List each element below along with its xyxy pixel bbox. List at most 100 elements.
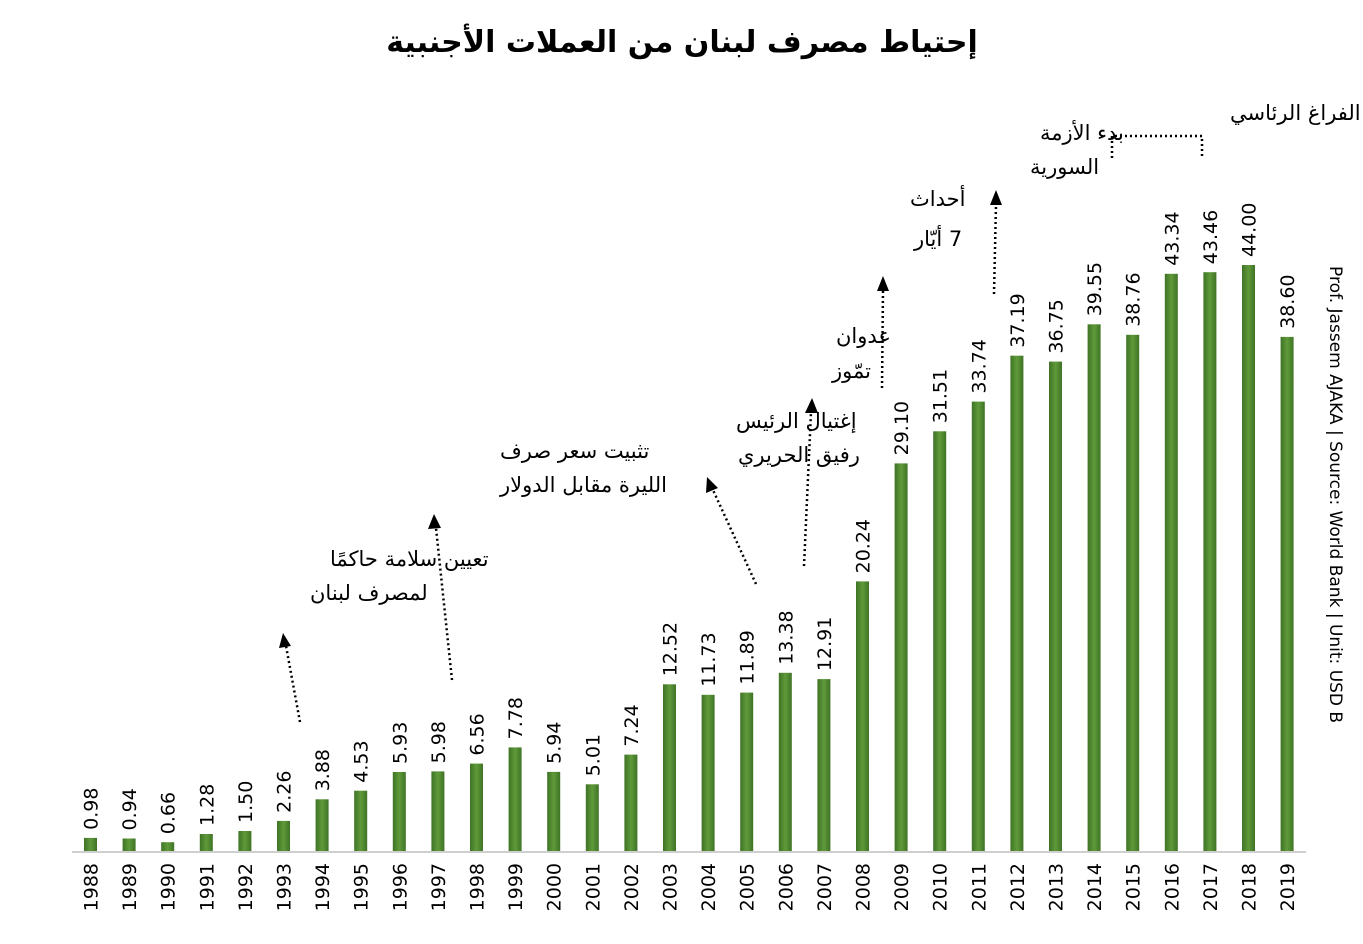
- data-label-2017: 43.46: [1200, 210, 1222, 264]
- annotation-hariri: إغتيال الرئيس رفيق الحريري: [706, 409, 860, 585]
- data-label-2001: 5.01: [582, 734, 604, 776]
- data-label-2019: 38.60: [1277, 274, 1299, 328]
- data-label-2014: 39.55: [1084, 262, 1106, 316]
- x-tick-label-2011: 2011: [968, 863, 990, 911]
- data-label-1997: 5.98: [428, 721, 450, 763]
- x-tick-label-2018: 2018: [1239, 863, 1261, 911]
- bar-1997: [431, 771, 445, 851]
- data-label-2005: 11.89: [737, 630, 759, 684]
- data-label-2015: 38.76: [1123, 272, 1145, 326]
- x-tick-label-2012: 2012: [1007, 863, 1029, 911]
- annotation-label: لمصرف لبنان: [310, 581, 428, 605]
- data-label-1989: 0.94: [119, 788, 141, 830]
- data-label-1992: 1.50: [235, 781, 257, 823]
- bar-2015: [1126, 334, 1140, 851]
- arrow-head-icon: [279, 633, 291, 648]
- bar-2013: [1049, 361, 1062, 851]
- x-tick-label-1993: 1993: [274, 863, 296, 911]
- x-tick-label-1992: 1992: [235, 863, 257, 911]
- annotation-label: أحداث: [910, 185, 965, 211]
- data-label-1996: 5.93: [389, 722, 411, 764]
- bar-2002: [624, 754, 638, 851]
- bar-1988: [84, 837, 97, 851]
- annotation-presidential-vacancy: الفراغ الرئاسي: [1110, 101, 1361, 158]
- arrow-head-icon: [877, 276, 889, 291]
- bar-1992: [238, 831, 252, 851]
- annotation-arrow-line: [434, 527, 454, 681]
- annotation-label: السورية: [1030, 155, 1099, 179]
- data-label-2002: 7.24: [621, 704, 643, 746]
- data-label-2000: 5.94: [544, 722, 566, 764]
- x-tick-label-1996: 1996: [389, 863, 411, 911]
- bar-1995: [354, 790, 368, 851]
- x-tick-label-1997: 1997: [428, 863, 450, 911]
- bar-2003: [663, 684, 676, 851]
- bar-2005: [740, 692, 754, 851]
- data-label-1994: 3.88: [312, 749, 334, 791]
- annotation-arrow-line: [802, 411, 813, 567]
- data-label-2006: 13.38: [775, 610, 797, 664]
- x-tick-label-2014: 2014: [1084, 863, 1106, 911]
- annotation-arrow-line: [284, 645, 302, 723]
- x-tick-label-1995: 1995: [351, 863, 373, 911]
- data-label-2013: 36.75: [1046, 299, 1068, 353]
- annotation-label: إغتيال الرئيس: [736, 409, 857, 434]
- x-tick-label-2001: 2001: [582, 863, 604, 911]
- chart-title: إحتياط مصرف لبنان من العملات الأجنبية: [386, 23, 978, 60]
- data-label-2008: 20.24: [853, 519, 875, 573]
- data-label-1998: 6.56: [467, 713, 489, 755]
- x-tick-label-1994: 1994: [312, 863, 334, 911]
- bar-2018: [1242, 265, 1255, 851]
- bar-1993: [277, 820, 290, 851]
- x-tick-label-2008: 2008: [853, 863, 875, 911]
- x-tick-label-1988: 1988: [81, 863, 103, 911]
- annotation-may-7: أحداث 7 أيّار: [877, 185, 965, 389]
- data-label-2012: 37.19: [1007, 293, 1029, 347]
- bar-1989: [122, 838, 136, 851]
- x-tick-label-2006: 2006: [775, 863, 797, 911]
- x-tick-label-1998: 1998: [467, 863, 489, 911]
- bar-2004: [701, 694, 715, 851]
- x-tick-label-2016: 2016: [1161, 863, 1183, 911]
- bar-1999: [508, 747, 522, 851]
- bar-1994: [315, 799, 329, 851]
- bar-2001: [585, 784, 599, 851]
- bar-2019: [1280, 336, 1294, 851]
- annotation-bracket: [1110, 134, 1204, 158]
- x-tick-label-1999: 1999: [505, 863, 527, 911]
- data-label-2010: 31.51: [930, 369, 952, 423]
- annotation-syrian-crisis: بدء الأزمة السورية: [990, 120, 1124, 295]
- annotation-arrow-line: [711, 489, 758, 585]
- bar-2006: [778, 672, 792, 851]
- data-label-1993: 2.26: [274, 771, 296, 813]
- bar-1991: [199, 834, 213, 851]
- data-label-2009: 29.10: [891, 401, 913, 455]
- data-label-2011: 33.74: [968, 339, 990, 393]
- bar-2009: [894, 463, 908, 851]
- bar-2007: [817, 679, 831, 851]
- data-label-1990: 0.66: [158, 792, 180, 834]
- x-tick-label-2005: 2005: [737, 863, 759, 911]
- bars-group: [84, 265, 1294, 851]
- bar-2012: [1010, 355, 1024, 851]
- arrow-head-icon: [805, 398, 818, 413]
- annotation-peg: تثبيت سعر صرف الليرة مقابل الدولار: [428, 439, 667, 681]
- data-label-1988: 0.98: [81, 788, 103, 830]
- x-tick-label-2002: 2002: [621, 863, 643, 911]
- data-label-2003: 12.52: [660, 622, 682, 676]
- x-tick-label-2010: 2010: [930, 863, 952, 911]
- x-tick-label-2019: 2019: [1277, 863, 1299, 911]
- x-tick-label-1990: 1990: [158, 863, 180, 911]
- data-label-2016: 43.34: [1161, 211, 1183, 265]
- bar-2017: [1203, 272, 1217, 851]
- bar-2016: [1164, 273, 1178, 851]
- bar-1990: [161, 842, 175, 851]
- annotation-label: الفراغ الرئاسي: [1230, 101, 1361, 125]
- bar-1996: [392, 772, 406, 851]
- annotation-label: تمّوز: [831, 359, 871, 383]
- annotation-arrow-line: [992, 203, 998, 295]
- x-tick-label-2013: 2013: [1046, 863, 1068, 911]
- annotation-arrow-line: [880, 289, 885, 389]
- annotation-label: بدء الأزمة: [1040, 120, 1124, 145]
